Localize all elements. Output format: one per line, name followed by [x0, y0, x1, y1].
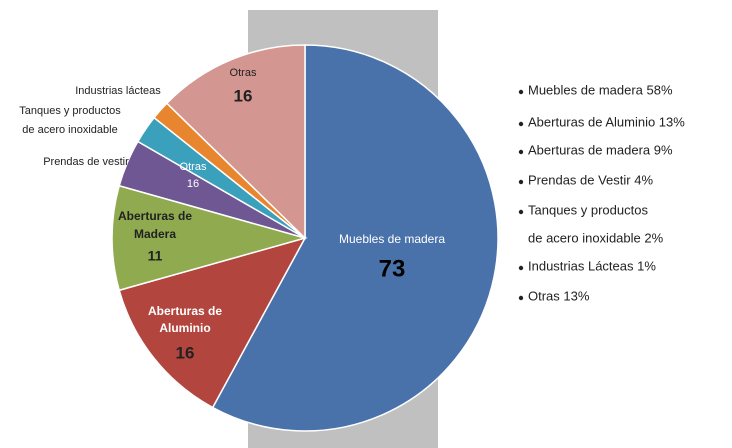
slice-label-line: Industrias lácteas — [75, 85, 161, 97]
legend-bullet — [518, 179, 524, 185]
pie-slice — [165, 44, 306, 240]
legend-bullet — [518, 149, 524, 155]
legend-text: de acero inoxidable 2% — [528, 230, 664, 245]
legend-bullet — [518, 89, 524, 95]
value-label: 73 — [379, 255, 406, 282]
slice-label-line: Otras — [230, 67, 257, 79]
slice-label: Aberturas de Aluminio — [148, 304, 222, 335]
slice-label: Industrias lácteas — [75, 85, 161, 97]
legend-text: Aberturas de madera 9% — [528, 142, 673, 157]
legend-bullet — [518, 209, 524, 215]
legend-bullet — [518, 265, 524, 271]
pie-slice — [111, 184, 308, 292]
legend-bullet — [518, 121, 524, 127]
slice-label-line: Aberturas de — [148, 304, 222, 318]
legend-bullet — [518, 295, 524, 301]
legend-text: Aberturas de Aluminio 13% — [528, 114, 685, 129]
value-label: 11 — [148, 248, 163, 264]
slice-label-line: Aberturas de — [118, 209, 192, 223]
slice-label-line: Madera — [134, 227, 176, 241]
slice-label-line: Prendas de vestir — [43, 156, 129, 168]
legend-text: Prendas de Vestir 4% — [528, 172, 653, 187]
slice-label-line: Tanques y productos — [19, 105, 121, 117]
slice-label-line: Aluminio — [159, 321, 210, 335]
slice-label: Prendas de vestir — [43, 156, 129, 168]
pie-slice — [211, 44, 499, 432]
legend-text: Tanques y productos — [528, 202, 648, 217]
slice-label: Otras — [230, 67, 257, 79]
value-label: 16 — [234, 86, 253, 105]
legend-text: Muebles de madera 58% — [528, 82, 673, 97]
annotation: 16 — [187, 178, 199, 190]
annotation: Otras — [180, 161, 207, 173]
slice-label: Tanques y productos de acero inoxidable — [19, 105, 121, 136]
slice-label: Aberturas de Madera — [118, 209, 192, 241]
pie-slice — [118, 236, 307, 409]
slice-label: Muebles de madera — [339, 232, 445, 246]
slice-label-line: Muebles de madera — [339, 232, 445, 246]
slice-label-line: de acero inoxidable — [22, 124, 117, 136]
value-label: 16 — [176, 343, 195, 362]
legend-text: Industrias Lácteas 1% — [528, 258, 656, 273]
legend-text: Otras 13% — [528, 288, 590, 303]
